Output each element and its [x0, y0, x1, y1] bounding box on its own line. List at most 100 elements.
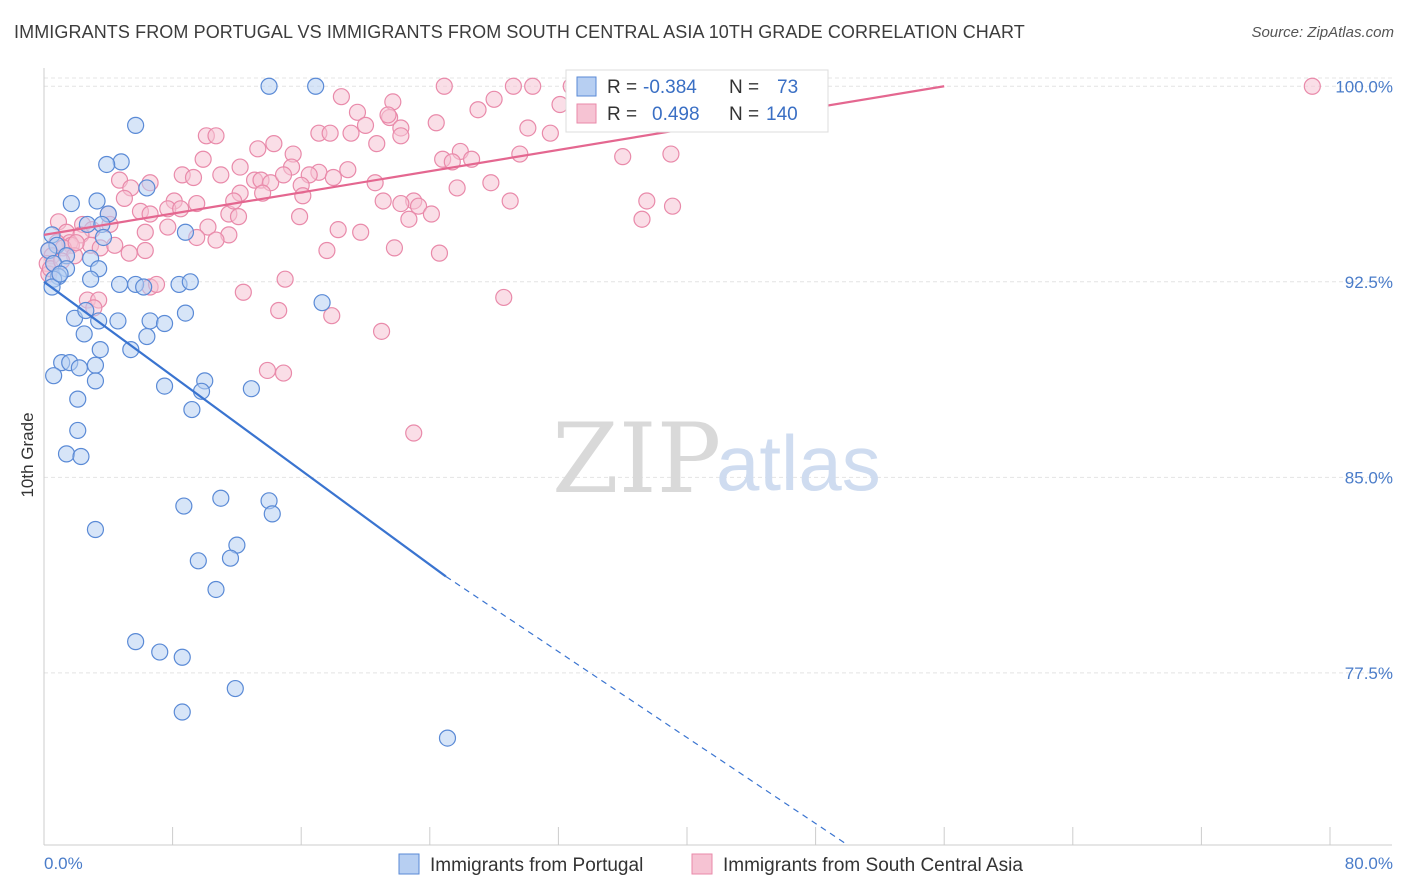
south-central-asia-point-129	[482, 174, 500, 192]
south-central-asia-point-116	[258, 361, 277, 380]
south-central-asia-point-107	[276, 270, 294, 288]
south-central-asia-point-63	[638, 192, 656, 210]
y-tick-label-0: 77.5%	[1345, 664, 1393, 683]
portugal-point-72	[51, 265, 69, 283]
portugal-point-35	[141, 312, 159, 330]
axes	[43, 68, 1392, 846]
portugal-point-63	[221, 549, 240, 567]
south-central-asia-point-100	[120, 244, 138, 262]
south-central-asia-point-122	[67, 234, 85, 252]
portugal-point-55	[72, 447, 90, 466]
portugal-point-38	[138, 327, 156, 346]
south-central-asia-point-101	[136, 241, 154, 260]
south-central-asia-point-103	[430, 244, 449, 262]
legend-n-value-south-central-asia: 140	[766, 104, 798, 125]
south-central-asia-point-89	[207, 231, 225, 249]
portugal-point-0	[260, 77, 278, 95]
x-tick-label-max: 80.0%	[1345, 854, 1393, 873]
portugal-point-53	[69, 421, 87, 440]
portugal-trend-extension	[445, 575, 849, 846]
portugal-point-2	[127, 116, 145, 134]
south-central-asia-point-90	[352, 223, 370, 241]
south-central-asia-point-34	[511, 145, 529, 163]
y-tick-label-1: 85.0%	[1345, 468, 1393, 487]
portugal-point-60	[86, 520, 105, 539]
south-central-asia-point-54	[448, 179, 466, 197]
portugal-point-70	[438, 729, 457, 747]
portugal-point-68	[226, 679, 244, 698]
portugal-point-6	[88, 192, 106, 210]
portugal-point-40	[122, 340, 140, 359]
portugal-point-3	[112, 153, 130, 171]
portugal-trend-line	[43, 280, 447, 578]
south-central-asia-point-7	[332, 88, 350, 106]
y-axis-label: 10th Grade	[18, 412, 37, 497]
south-central-asia-point-1	[504, 77, 522, 95]
south-central-asia-point-25	[392, 127, 410, 145]
portugal-point-7	[62, 194, 80, 213]
legend-box: R = -0.384 N = 73 R = 0.498 N = 140	[565, 69, 829, 133]
legend-r-value-south-central-asia: 0.498	[652, 104, 700, 125]
legend-n-label-portugal: N =	[729, 77, 759, 98]
watermark-atlas: atlas	[716, 419, 881, 507]
portugal-point-5	[138, 179, 156, 197]
south-central-asia-point-67	[188, 194, 206, 213]
south-central-asia-point-76	[290, 208, 309, 226]
bottom-legend-swatch-south-central-asia	[691, 853, 713, 875]
south-central-asia-point-73	[141, 205, 159, 223]
south-central-asia-point-46	[212, 166, 230, 184]
south-central-asia-point-87	[136, 223, 154, 241]
south-central-asia-point-16	[519, 119, 537, 137]
legend-swatch-portugal	[576, 76, 597, 97]
south-central-asia-point-29	[265, 135, 283, 153]
legend-n-value-portugal: 73	[777, 77, 798, 98]
south-central-asia-point-53	[366, 174, 384, 192]
legend-r-label-portugal: R =	[607, 77, 637, 98]
portugal-point-64	[207, 580, 225, 599]
south-central-asia-point-113	[270, 301, 288, 320]
south-central-asia-point-131	[274, 166, 293, 184]
series-south-central-asia-points	[38, 77, 1321, 442]
watermark: ZIP atlas	[552, 403, 881, 515]
south-central-asia-point-23	[321, 124, 339, 142]
portugal-point-13	[94, 228, 113, 247]
south-central-asia-point-117	[274, 364, 293, 382]
south-central-asia-point-85	[329, 221, 347, 239]
south-central-asia-point-69	[409, 197, 428, 215]
portugal-point-52	[183, 400, 201, 419]
south-central-asia-point-64	[663, 197, 682, 215]
south-central-asia-point-82	[159, 218, 177, 236]
portugal-point-4	[98, 155, 116, 174]
portugal-point-28	[181, 273, 199, 291]
portugal-point-37	[75, 325, 93, 343]
south-central-asia-point-109	[495, 288, 513, 307]
south-central-asia-point-9	[485, 90, 503, 108]
south-central-asia-point-114	[323, 307, 341, 325]
portugal-point-30	[313, 294, 331, 312]
bottom-legend: Immigrants from Portugal Immigrants from…	[398, 853, 1023, 876]
south-central-asia-point-134	[172, 200, 190, 218]
legend-r-value-portugal: -0.384	[643, 77, 697, 98]
south-central-asia-point-21	[427, 114, 445, 132]
y-tick-label-3: 100.0%	[1335, 77, 1393, 96]
portugal-point-34	[109, 312, 127, 330]
south-central-asia-point-118	[405, 424, 423, 442]
south-central-asia-point-127	[324, 168, 342, 187]
south-central-asia-point-13	[348, 103, 367, 121]
portugal-point-67	[173, 648, 191, 666]
portugal-point-31	[176, 304, 195, 322]
portugal-point-39	[91, 340, 109, 359]
portugal-point-1	[307, 77, 325, 95]
south-central-asia-point-68	[392, 194, 410, 213]
portugal-point-24	[110, 275, 129, 294]
watermark-zip: ZIP	[552, 403, 721, 515]
south-central-asia-point-15	[469, 101, 487, 119]
south-central-asia-point-30	[368, 135, 386, 153]
portugal-point-58	[175, 497, 193, 515]
legend-swatch-south-central-asia	[576, 103, 597, 124]
south-central-asia-point-0	[435, 77, 453, 95]
south-central-asia-point-43	[339, 161, 357, 179]
portugal-point-44	[70, 359, 88, 377]
south-central-asia-point-24	[342, 124, 360, 142]
portugal-point-51	[69, 390, 87, 408]
